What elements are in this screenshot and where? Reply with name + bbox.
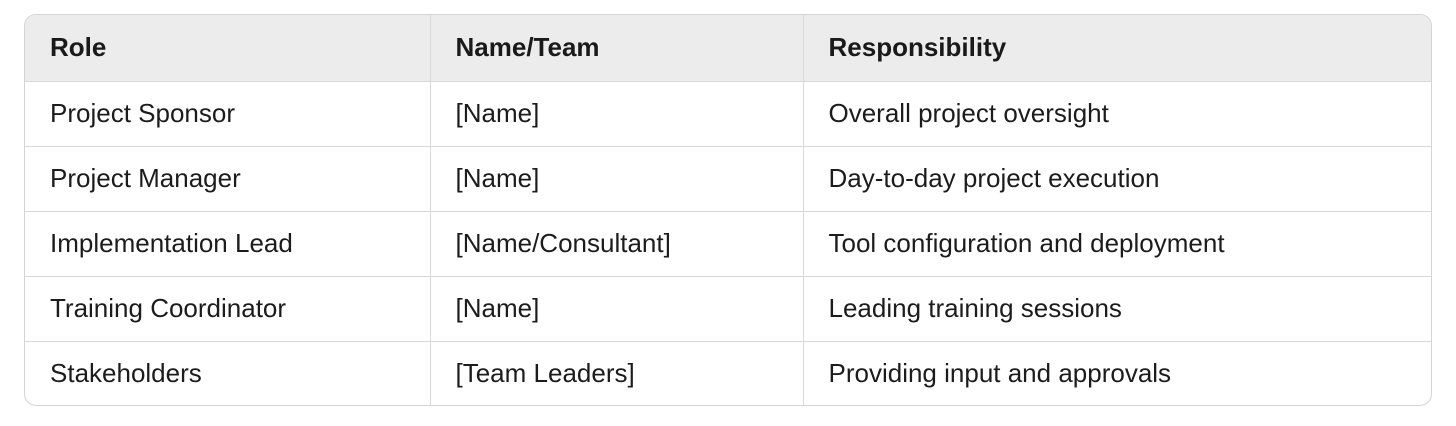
header-name-team: Name/Team — [430, 15, 804, 82]
table-row: Training Coordinator [Name] Leading trai… — [25, 276, 1431, 342]
cell-responsibility: Day-to-day project execution — [803, 146, 1431, 212]
cell-name-team: [Team Leaders] — [430, 341, 804, 405]
cell-name-team: [Name] — [430, 81, 804, 147]
table-row: Implementation Lead [Name/Consultant] To… — [25, 211, 1431, 277]
header-row: Role Name/Team Responsibility — [25, 15, 1431, 82]
cell-role: Training Coordinator — [25, 276, 431, 342]
cell-role: Stakeholders — [25, 341, 431, 405]
table-row: Stakeholders [Team Leaders] Providing in… — [25, 341, 1431, 405]
table-header: Role Name/Team Responsibility — [25, 15, 1431, 82]
cell-role: Implementation Lead — [25, 211, 431, 277]
cell-name-team: [Name/Consultant] — [430, 211, 804, 277]
cell-responsibility: Tool configuration and deployment — [803, 211, 1431, 277]
cell-responsibility: Providing input and approvals — [828, 358, 1172, 389]
roles-table: Role Name/Team Responsibility Project Sp… — [25, 15, 1431, 405]
table-body: Project Sponsor [Name] Overall project o… — [25, 81, 1431, 405]
roles-table-container: Role Name/Team Responsibility Project Sp… — [24, 14, 1432, 406]
table-row: Project Sponsor [Name] Overall project o… — [25, 81, 1431, 147]
cell-name-team: [Name] — [430, 146, 804, 212]
cell-responsibility: Leading training sessions — [803, 276, 1431, 342]
cell-name-team: [Name] — [430, 276, 804, 342]
cell-role: Project Manager — [25, 146, 431, 212]
header-responsibility: Responsibility — [803, 15, 1431, 82]
cell-responsibility: Overall project oversight — [803, 81, 1431, 147]
cell-role: Project Sponsor — [25, 81, 431, 147]
header-role: Role — [25, 15, 431, 82]
table-row: Project Manager [Name] Day-to-day projec… — [25, 146, 1431, 212]
